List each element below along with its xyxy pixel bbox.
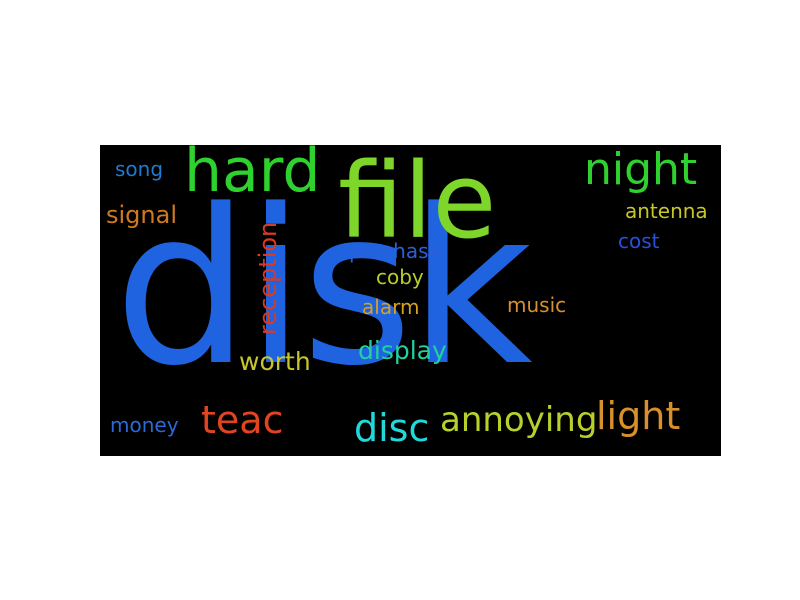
- word-worth: worth: [239, 347, 311, 376]
- word-disc: disc: [354, 406, 430, 450]
- word-night: night: [584, 145, 698, 195]
- word-coby: coby: [376, 265, 424, 289]
- word-cost: cost: [618, 229, 660, 253]
- word-annoying: annoying: [440, 400, 598, 440]
- word-signal: signal: [106, 201, 177, 229]
- word-music: music: [507, 293, 567, 317]
- word-light: light: [596, 394, 681, 438]
- word-money: money: [110, 413, 179, 437]
- word-reception: reception: [254, 221, 282, 335]
- word-teac: teac: [201, 398, 284, 442]
- word-disk: disk: [114, 164, 533, 413]
- word-antenna: antenna: [625, 199, 708, 223]
- word-file: file: [338, 145, 497, 262]
- word-alarm: alarm: [362, 295, 420, 319]
- word-hard: hard: [184, 145, 321, 206]
- word-cloud-canvas: disk file hard night song signal recepti…: [100, 145, 721, 456]
- word-display: display: [358, 336, 447, 365]
- word-purchase: purchase: [349, 239, 441, 263]
- word-song: song: [115, 157, 164, 181]
